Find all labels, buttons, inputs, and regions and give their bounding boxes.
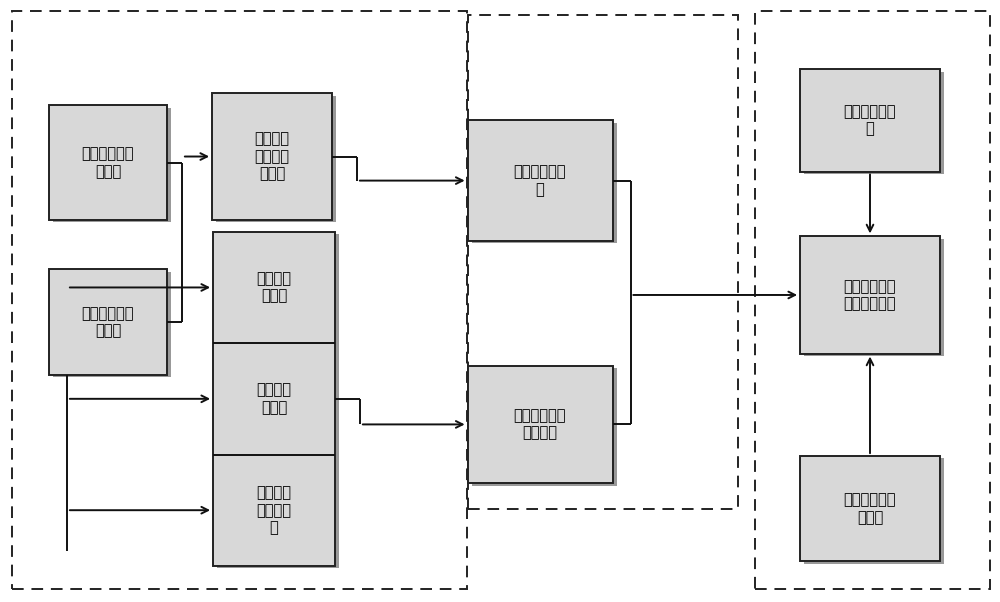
Bar bbox=[216, 96, 336, 222]
Text: 计算统计
各断面特
征流量: 计算统计 各断面特 征流量 bbox=[254, 132, 290, 181]
Bar bbox=[49, 105, 167, 220]
Bar bbox=[804, 459, 944, 563]
Bar bbox=[755, 11, 990, 589]
Bar bbox=[472, 368, 617, 485]
Bar bbox=[804, 72, 944, 174]
Text: 计算各断
面河宽: 计算各断 面河宽 bbox=[256, 383, 292, 415]
Bar bbox=[213, 232, 335, 566]
Text: 将河段划分若
干断面: 将河段划分若 干断面 bbox=[82, 306, 134, 338]
Text: 归类统计各断
面宽深比: 归类统计各断 面宽深比 bbox=[514, 408, 566, 441]
Bar bbox=[49, 270, 167, 374]
Text: 拟规划航道等
级: 拟规划航道等 级 bbox=[844, 104, 896, 137]
Text: 确定航道整治
工程尺寸设计: 确定航道整治 工程尺寸设计 bbox=[844, 279, 896, 311]
Bar bbox=[800, 456, 940, 561]
Text: 拟整治河床形
态特征: 拟整治河床形 态特征 bbox=[844, 492, 896, 525]
Bar bbox=[468, 366, 612, 483]
Bar bbox=[217, 234, 339, 568]
Bar bbox=[804, 239, 944, 356]
Bar bbox=[468, 15, 738, 509]
Text: 计算各断
面面积: 计算各断 面面积 bbox=[256, 272, 292, 303]
Bar bbox=[468, 120, 612, 241]
Bar bbox=[472, 123, 617, 243]
Bar bbox=[12, 11, 467, 589]
Bar bbox=[53, 272, 171, 377]
Text: 建立及验证潮
流模型: 建立及验证潮 流模型 bbox=[82, 146, 134, 179]
Bar bbox=[800, 69, 940, 172]
Bar bbox=[800, 237, 940, 354]
Bar bbox=[212, 93, 332, 220]
Text: 计算各断
面平均水
深: 计算各断 面平均水 深 bbox=[256, 485, 292, 535]
Text: 拟合河相关系
式: 拟合河相关系 式 bbox=[514, 164, 566, 197]
Bar bbox=[53, 108, 171, 222]
